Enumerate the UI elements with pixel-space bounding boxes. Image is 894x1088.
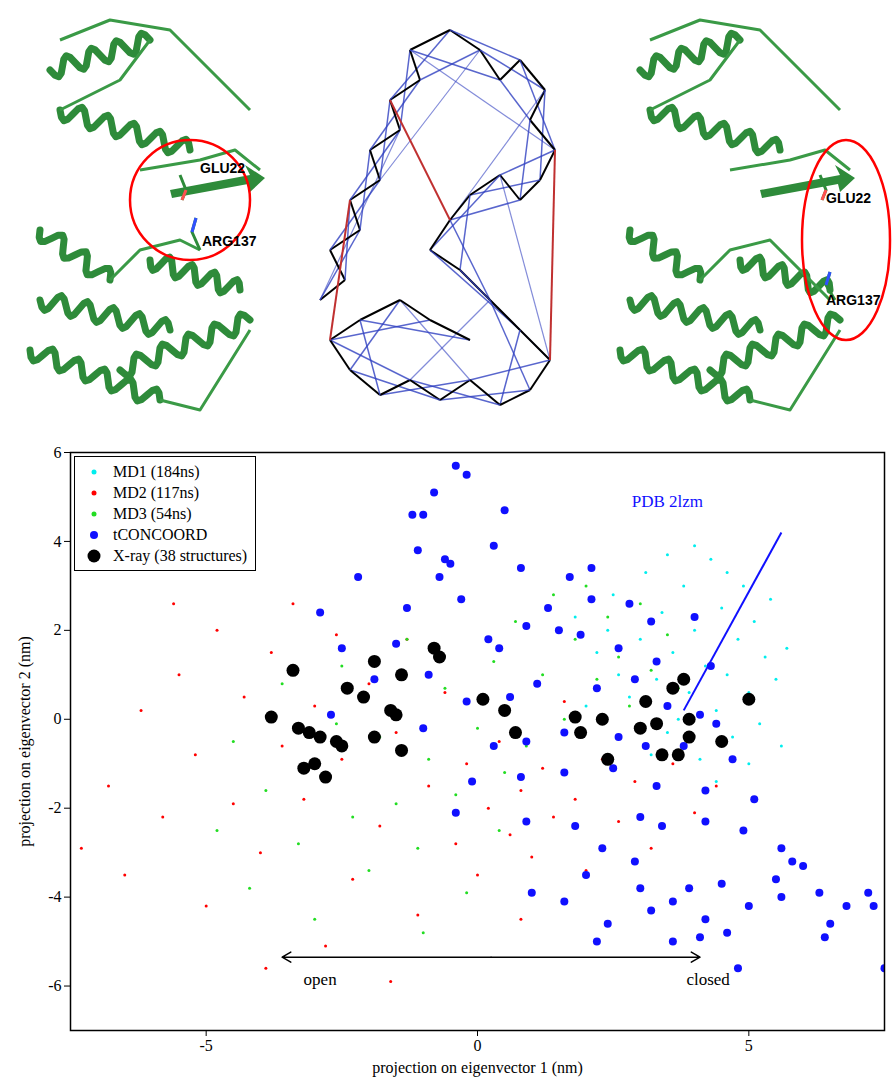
svg-text:ARG137: ARG137	[202, 233, 257, 249]
svg-text:0: 0	[54, 710, 62, 727]
svg-text:-5: -5	[200, 1037, 213, 1054]
svg-text:ARG137: ARG137	[826, 292, 881, 308]
html-text:tCONCOORD: tCONCOORD	[113, 525, 208, 543]
svg-text:GLU22: GLU22	[826, 190, 871, 206]
svg-text:4: 4	[54, 533, 62, 550]
svg-text:PDB 2lzm: PDB 2lzm	[632, 492, 703, 511]
svg-text:projection on eigenvector 2 (n: projection on eigenvector 2 (nm)	[16, 636, 34, 847]
svg-text:closed: closed	[686, 970, 730, 989]
html-text:MD1 (184ns): MD1 (184ns)	[113, 462, 200, 480]
svg-text:5: 5	[745, 1037, 753, 1054]
svg-text:0: 0	[474, 1037, 482, 1054]
svg-text:-4: -4	[48, 888, 61, 905]
html-text:MD3 (54ns): MD3 (54ns)	[113, 504, 192, 522]
svg-text:GLU22: GLU22	[200, 160, 245, 176]
html-text:X-ray (38 structures): X-ray (38 structures)	[113, 546, 248, 564]
svg-text:-6: -6	[48, 977, 61, 994]
svg-text:6: 6	[54, 444, 62, 461]
svg-text:-2: -2	[48, 799, 61, 816]
svg-text:2: 2	[54, 621, 62, 638]
html-text:MD2 (117ns): MD2 (117ns)	[113, 483, 200, 501]
svg-text:projection on eigenvector 1 (n: projection on eigenvector 1 (nm)	[372, 1059, 583, 1077]
svg-text:open: open	[304, 970, 338, 989]
